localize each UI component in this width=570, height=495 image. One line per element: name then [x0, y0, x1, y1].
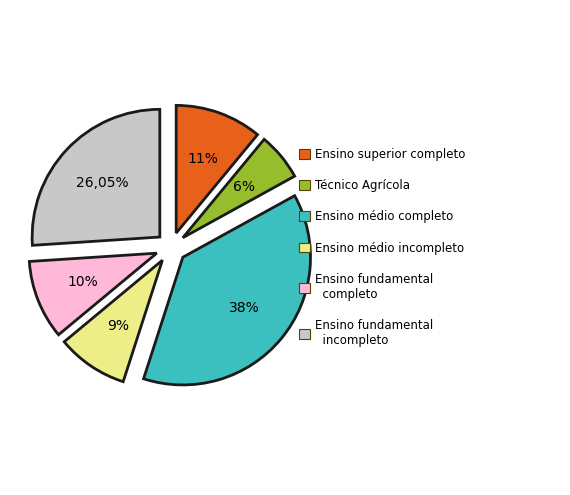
Text: 10%: 10% [68, 276, 99, 290]
Wedge shape [30, 253, 157, 335]
Wedge shape [64, 260, 162, 382]
Text: 38%: 38% [229, 300, 259, 315]
Wedge shape [176, 105, 258, 233]
Wedge shape [32, 109, 160, 246]
Text: 26,05%: 26,05% [76, 176, 128, 190]
Legend: Ensino superior completo, Técnico Agrícola, Ensino médio completo, Ensino médio : Ensino superior completo, Técnico Agríco… [299, 148, 466, 347]
Wedge shape [144, 196, 311, 385]
Wedge shape [183, 139, 295, 238]
Text: 11%: 11% [188, 151, 218, 166]
Text: 6%: 6% [233, 180, 255, 194]
Text: 9%: 9% [107, 319, 129, 333]
